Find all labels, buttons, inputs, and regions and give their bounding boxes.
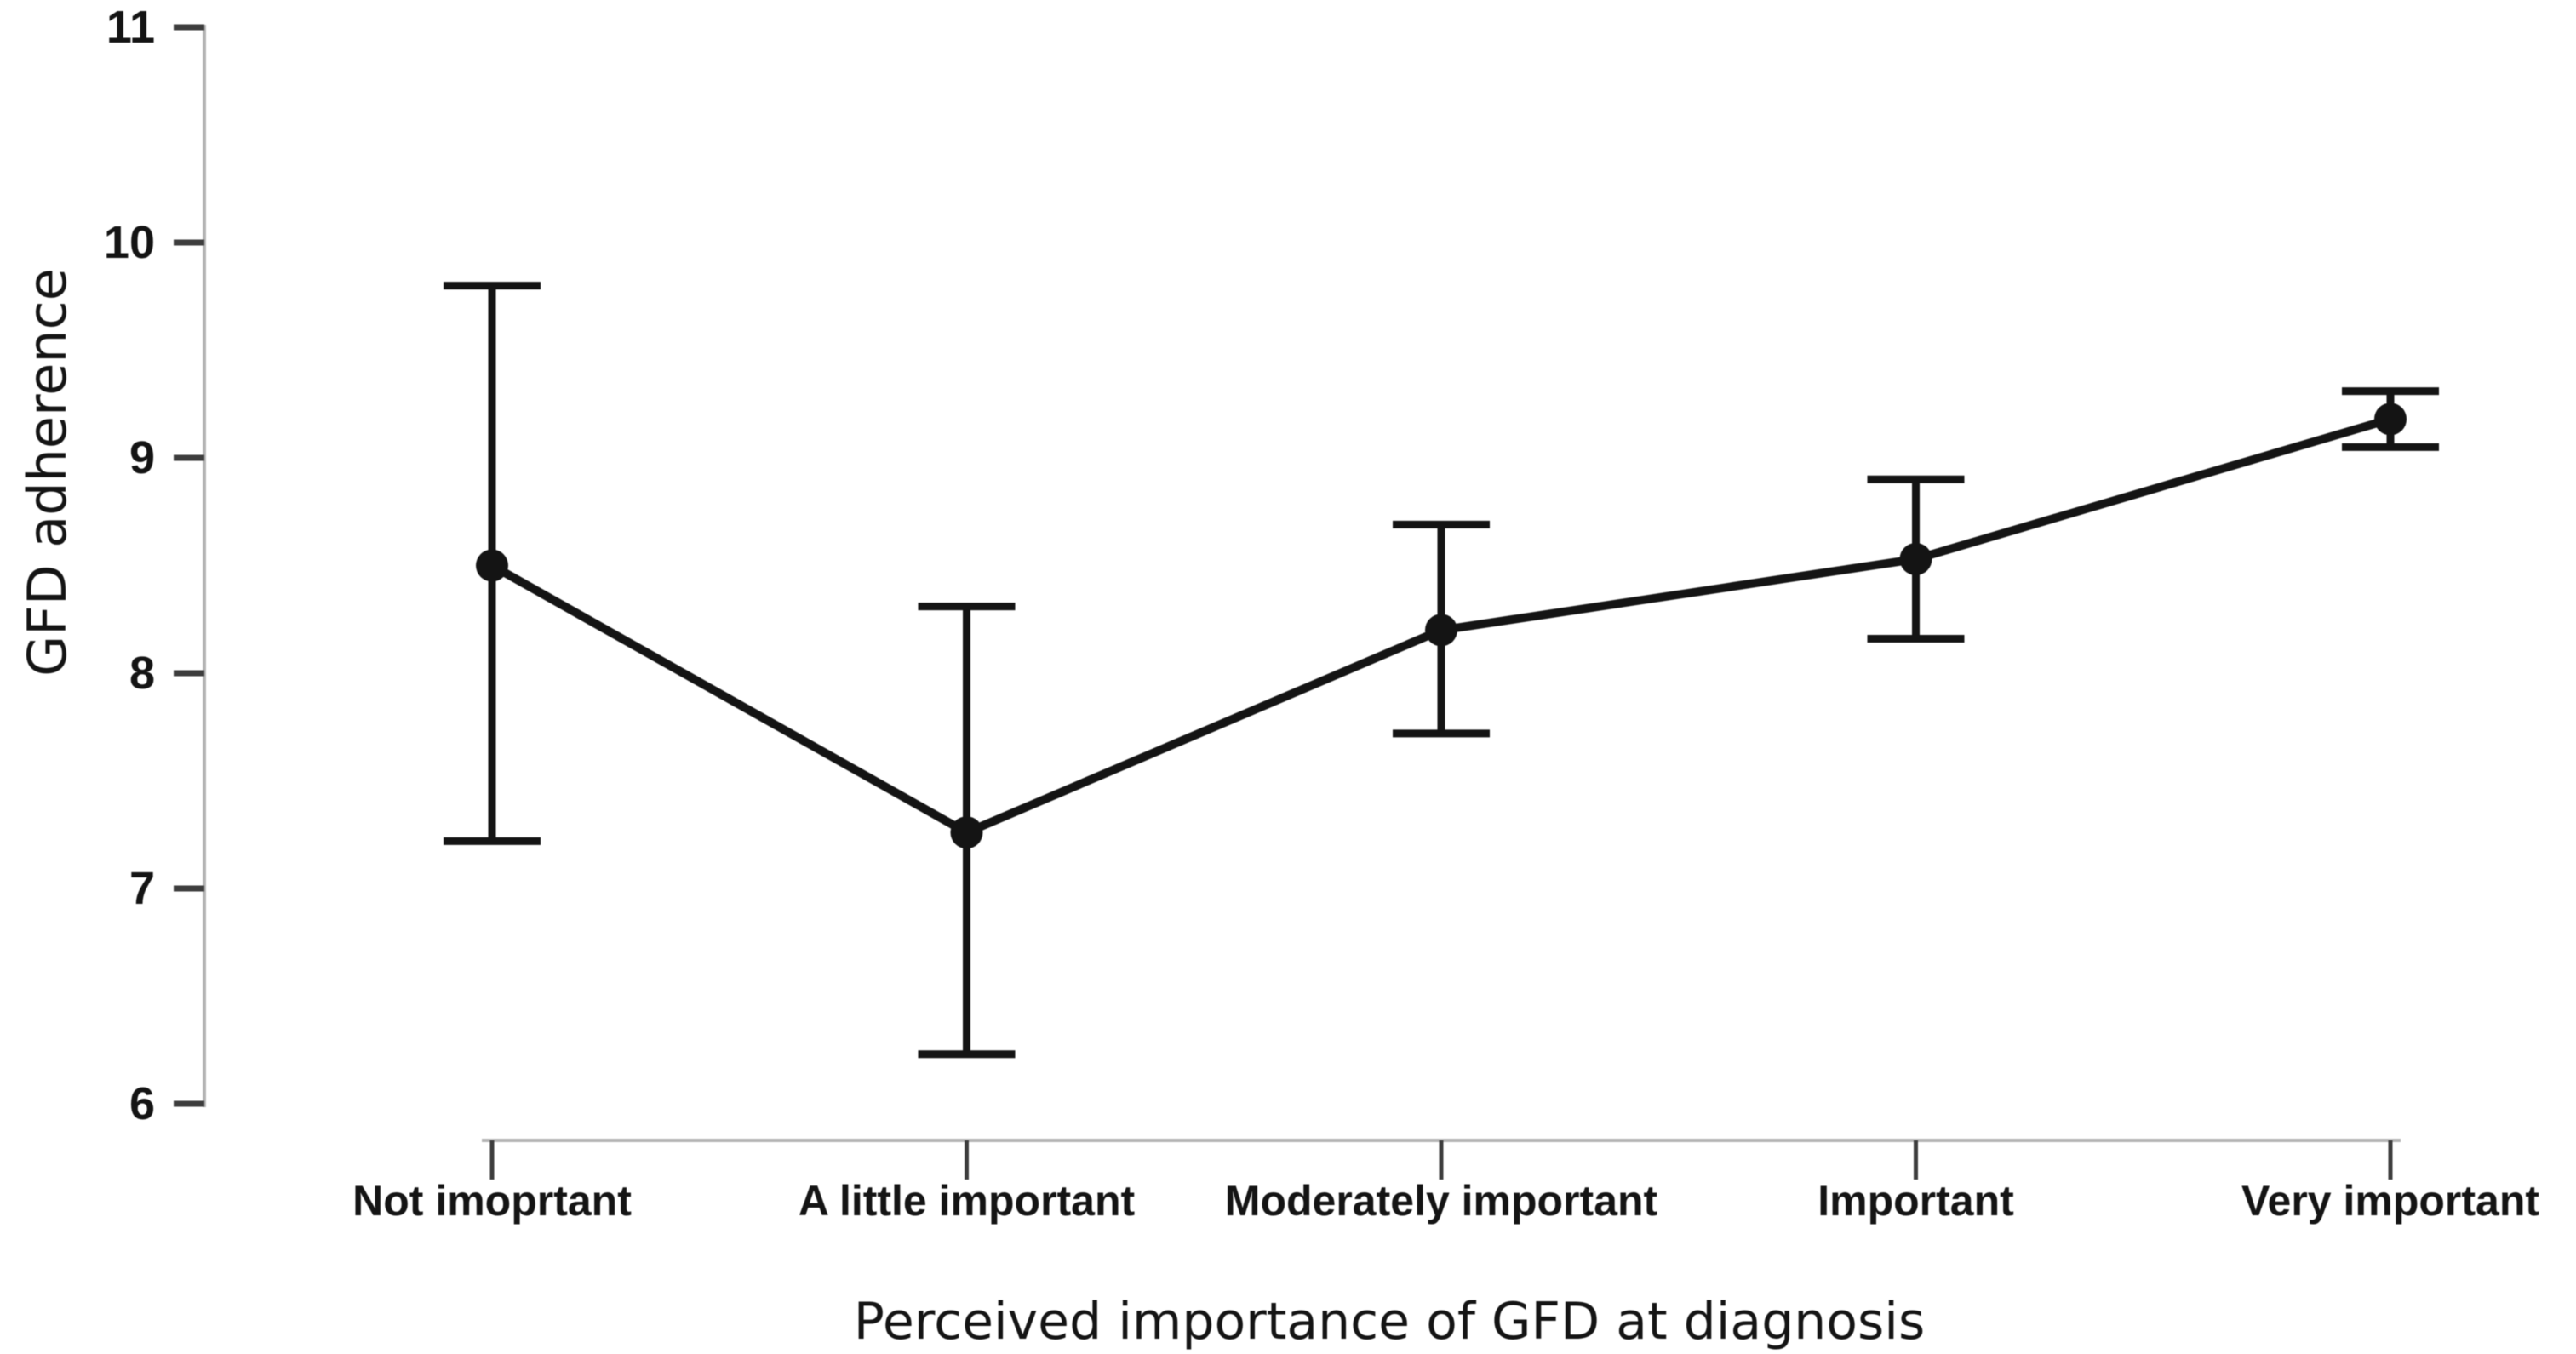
- mean-point: [950, 816, 983, 849]
- y-tick-label: 6: [129, 1078, 155, 1129]
- y-tick-label: 10: [104, 217, 155, 268]
- x-tick-label: Moderately important: [1225, 1177, 1658, 1225]
- x-tick-label: A little important: [799, 1177, 1136, 1225]
- x-axis-title: Perceived importance of GFD at diagnosis: [854, 1292, 1925, 1351]
- mean-point: [1899, 542, 1932, 575]
- x-tick-label: Important: [1818, 1177, 2014, 1225]
- mean-point: [2374, 403, 2407, 436]
- y-tick-label: 8: [129, 648, 155, 699]
- chart-marks: 6 7 8 9 10 11 Not imoprtant A little important M…: [104, 2, 2539, 1225]
- mean-point: [1425, 614, 1457, 647]
- y-tick-label: 9: [129, 432, 155, 483]
- y-tick-label: 7: [129, 863, 155, 914]
- y-tick-label: 11: [106, 2, 155, 53]
- x-tick-label: Very important: [2241, 1177, 2539, 1225]
- mean-point: [476, 549, 508, 582]
- x-tick-label: Not imoprtant: [352, 1177, 632, 1225]
- y-axis-title: GFD adherence: [16, 268, 78, 677]
